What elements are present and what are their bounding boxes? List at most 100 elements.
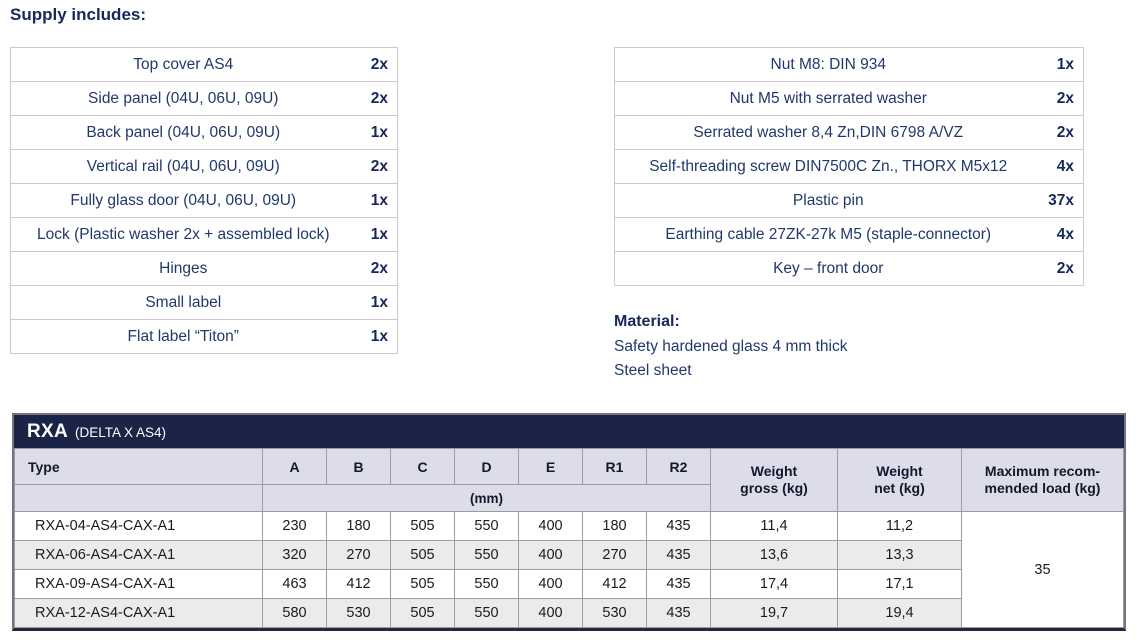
table-row: RXA-04-AS4-CAX-A1 230 180 505 550 400 18… <box>14 511 1124 628</box>
spec-table-title-bar: RXA (DELTA X AS4) <box>14 415 1124 448</box>
table-row: RXA-06-AS4-CAX-A1 320 270 505 550 400 27… <box>14 540 1124 570</box>
supply-qty: 1x <box>355 183 398 218</box>
material-title: Material: <box>614 313 680 330</box>
column-header-weight-gross: Weight gross (kg) <box>710 448 838 512</box>
supply-item: Lock (Plastic washer 2x + assembled lock… <box>10 217 356 252</box>
supply-item: Vertical rail (04U, 06U, 09U) <box>10 149 356 184</box>
table-row: Fully glass door (04U, 06U, 09U) 1x <box>10 183 398 218</box>
supply-qty: 2x <box>355 81 398 116</box>
cell-e: 400 <box>518 569 583 599</box>
supply-table-left: Top cover AS4 2x Side panel (04U, 06U, 0… <box>10 47 398 354</box>
cell-b: 180 <box>326 511 391 541</box>
cell-a: 320 <box>262 540 327 570</box>
cell-c: 505 <box>390 569 455 599</box>
table-row: Back panel (04U, 06U, 09U) 1x <box>10 115 398 150</box>
supply-item: Top cover AS4 <box>133 55 234 73</box>
table-row: Hinges 2x <box>10 251 398 286</box>
supply-qty: 2x <box>355 251 398 286</box>
cell-type: RXA-12-AS4-CAX-A1 <box>14 598 263 628</box>
cell-weight-net: 19,4 <box>837 598 962 628</box>
supply-item: Hinges <box>10 251 356 286</box>
column-header-weight-net: Weight net (kg) <box>837 448 962 512</box>
cell-d: 550 <box>454 540 519 570</box>
table-row: Vertical rail (04U, 06U, 09U) 2x <box>10 149 398 184</box>
spec-table-title: RXA <box>27 420 69 442</box>
table-row: Side panel (04U, 06U, 09U) 2x <box>10 81 398 116</box>
header-line: mended load (kg) <box>984 480 1101 496</box>
supply-qty: 1x <box>355 285 398 320</box>
cell-r1: 530 <box>582 598 647 628</box>
header-line: Weight <box>750 463 798 479</box>
cell-d: 550 <box>454 569 519 599</box>
table-row: Lock (Plastic washer 2x + assembled lock… <box>10 217 398 252</box>
supply-qty: 2x <box>1041 81 1084 116</box>
cell-max-load: 35 <box>961 511 1124 628</box>
spec-table: Type A B C D E R1 R2 Weight gross (kg) W… <box>14 448 1124 628</box>
cell-r1: 270 <box>582 540 647 570</box>
column-header-c: C <box>390 448 455 485</box>
empty-cell <box>14 484 263 512</box>
supply-item: Back panel (04U, 06U, 09U) <box>10 115 356 150</box>
cell-r2: 435 <box>646 569 711 599</box>
supply-item: Flat label “Titon” <box>10 319 356 354</box>
column-header-a: A <box>262 448 327 485</box>
column-header-d: D <box>454 448 519 485</box>
spec-table-subtitle: (DELTA X AS4) <box>75 425 167 440</box>
cell-c: 505 <box>390 598 455 628</box>
cell-type: RXA-04-AS4-CAX-A1 <box>14 511 263 541</box>
cell-weight-gross: 17,4 <box>710 569 838 599</box>
column-header-r1: R1 <box>582 448 647 485</box>
cell-type: RXA-09-AS4-CAX-A1 <box>14 569 263 599</box>
supply-qty: 4x <box>1041 217 1084 252</box>
supply-qty: 2x <box>370 55 388 73</box>
cell-d: 550 <box>454 598 519 628</box>
table-row: Self-threading screw DIN7500C Zn., THORX… <box>614 149 1084 184</box>
cell-e: 400 <box>518 511 583 541</box>
material-line: Safety hardened glass 4 mm thick <box>614 338 848 355</box>
cell-r1: 180 <box>582 511 647 541</box>
column-header-e: E <box>518 448 583 485</box>
table-row: Plastic pin 37x <box>614 183 1084 218</box>
table-row: Flat label “Titon” 1x <box>10 319 398 354</box>
table-row: Key – front door 2x <box>614 251 1084 286</box>
spec-table-container: RXA (DELTA X AS4) Type A B C D E R1 R <box>12 413 1126 631</box>
column-header-type: Type <box>14 448 263 485</box>
cell-r1: 412 <box>582 569 647 599</box>
cell-weight-gross: 19,7 <box>710 598 838 628</box>
supply-item: Self-threading screw DIN7500C Zn., THORX… <box>614 149 1042 184</box>
cell-e: 400 <box>518 598 583 628</box>
cell-b: 270 <box>326 540 391 570</box>
material-section: Material: Safety hardened glass 4 mm thi… <box>614 310 847 383</box>
cell-type: RXA-06-AS4-CAX-A1 <box>14 540 263 570</box>
table-row: RXA-09-AS4-CAX-A1 463 412 505 550 400 41… <box>14 569 1124 599</box>
cell-c: 505 <box>390 511 455 541</box>
supply-item: Plastic pin <box>614 183 1042 218</box>
supply-item: Nut M5 with serrated washer <box>614 81 1042 116</box>
spec-header-row: Type A B C D E R1 R2 Weight gross (kg) W… <box>14 448 1124 512</box>
unit-label: (mm) <box>262 484 711 512</box>
supply-qty: 2x <box>355 149 398 184</box>
cell-a: 463 <box>262 569 327 599</box>
supply-qty: 2x <box>1041 115 1084 150</box>
cell-b: 530 <box>326 598 391 628</box>
page-title: Supply includes: <box>10 5 147 24</box>
cell-r2: 435 <box>646 540 711 570</box>
cell-weight-net: 17,1 <box>837 569 962 599</box>
cell-weight-net: 11,2 <box>837 511 962 541</box>
supply-table-right: Nut M8: DIN 934 1x Nut M5 with serrated … <box>614 47 1084 286</box>
column-header-r2: R2 <box>646 448 711 485</box>
table-row: Nut M5 with serrated washer 2x <box>614 81 1084 116</box>
supply-item: Small label <box>10 285 356 320</box>
table-row: Nut M8: DIN 934 1x <box>615 48 1084 82</box>
cell-d: 550 <box>454 511 519 541</box>
supply-qty: 37x <box>1041 183 1084 218</box>
header-line: net (kg) <box>874 480 925 496</box>
table-row: Earthing cable 27ZK-27k M5 (staple-conne… <box>614 217 1084 252</box>
table-row: Small label 1x <box>10 285 398 320</box>
supply-item: Nut M8: DIN 934 <box>770 55 886 73</box>
column-header-max-load: Maximum recom- mended load (kg) <box>961 448 1124 512</box>
supply-qty: 1x <box>355 115 398 150</box>
cell-weight-net: 13,3 <box>837 540 962 570</box>
cell-weight-gross: 11,4 <box>710 511 838 541</box>
material-line: Steel sheet <box>614 362 692 379</box>
